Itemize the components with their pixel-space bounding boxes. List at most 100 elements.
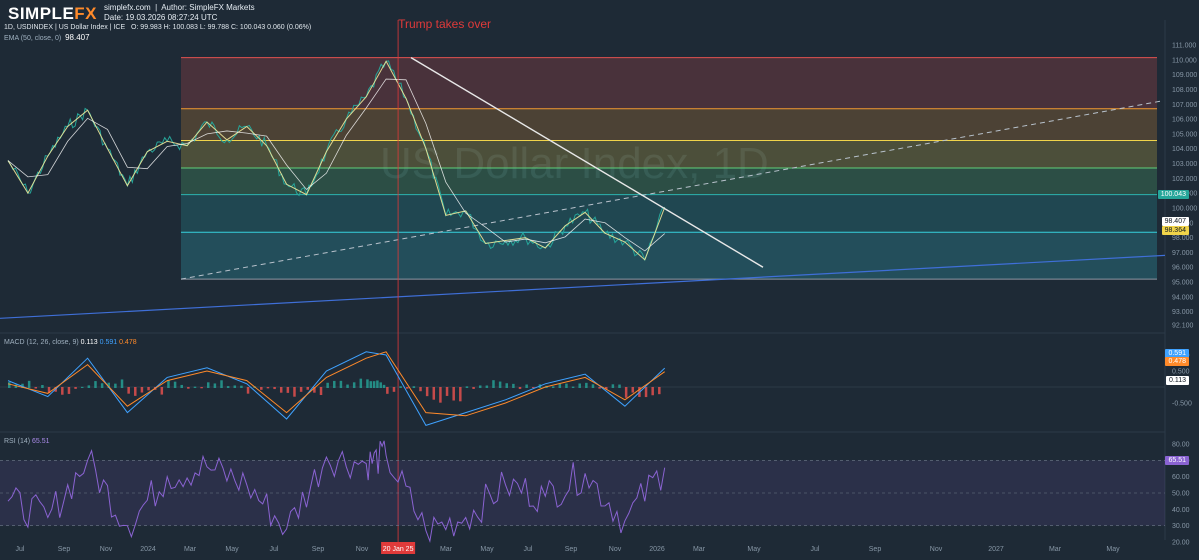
macd-histogram-bar [306, 387, 309, 390]
macd-histogram-bar [571, 386, 575, 388]
macd-histogram-bar [326, 382, 329, 388]
macd-histogram-bar [565, 383, 568, 388]
fib-band-0 [181, 57, 1157, 109]
macd-histogram-bar [498, 381, 502, 388]
macd-histogram-bar [359, 378, 363, 388]
macd-histogram-bar [366, 379, 369, 388]
macd-histogram-bar [21, 383, 24, 388]
price-axis-tick-19: 92.100 [1172, 323, 1194, 330]
ohlc-values: O: 99.983 H: 100.083 L: 99.788 C: 100.04… [130, 24, 312, 31]
rsi-axis-tick-6: 20.00 [1172, 540, 1190, 547]
time-axis-label-21: 2027 [988, 546, 1004, 553]
time-axis-label-20: Nov [930, 546, 943, 553]
header-site: simplefx.com | Author: SimpleFX Markets [104, 3, 255, 12]
macd-histogram-bar [346, 384, 349, 388]
time-axis-label-16: Mar [693, 546, 706, 553]
macd-histogram-bar [425, 387, 429, 397]
time-axis-label-19: Sep [869, 546, 882, 553]
time-axis-label-3: 2024 [140, 546, 156, 553]
macd-histogram-bar [213, 383, 217, 388]
price-series-line [7, 60, 665, 262]
macd-histogram-bar [94, 381, 97, 388]
site-name: simplefx.com [104, 3, 151, 12]
macd-line-value: 0.591 [99, 339, 118, 346]
symbol-name: 1D, USDINDEX | US Dollar Index | ICE [4, 24, 126, 31]
price-axis-tick-8: 103.000 [1172, 161, 1197, 168]
time-axis-label-10: Mar [440, 546, 453, 553]
macd-histogram-bar [379, 382, 382, 388]
macd-histogram-bar [100, 383, 104, 388]
macd-histogram-bar [439, 387, 442, 403]
time-axis-label-23: May [1106, 546, 1120, 553]
descending-trend-line [410, 56, 764, 268]
time-axis-label-4: Mar [184, 546, 197, 553]
brand-fx: FX [74, 4, 98, 23]
price-axis-tick-18: 93.000 [1172, 309, 1194, 316]
macd-axis-tick-1: 0.500 [1172, 369, 1190, 376]
macd-histogram-bar [419, 387, 422, 392]
macd-histogram-bar [180, 384, 183, 388]
macd-histogram-bar [333, 380, 336, 388]
time-axis-label-22: Mar [1049, 546, 1062, 553]
macd-histogram-bar [578, 383, 581, 388]
rsi-axis-tick-2: 60.00 [1172, 474, 1190, 481]
macd-histogram-bar [47, 387, 51, 394]
rsi-axis-tick-3: 50.00 [1172, 491, 1190, 498]
macd-histogram-bar [173, 381, 177, 388]
macd-histogram-bar [34, 387, 38, 389]
macd-histogram-bar [167, 380, 170, 388]
macd-histogram-bar [134, 387, 137, 396]
macd-histogram-bar [399, 386, 402, 388]
macd-histogram-bar [598, 387, 601, 389]
fib-band-4 [181, 194, 1157, 233]
time-axis-label-8: Nov [356, 546, 369, 553]
annotation-date-label: 20 Jan 25 [383, 546, 414, 553]
fib-band-2 [181, 140, 1157, 168]
macd-histogram-bar [279, 387, 283, 393]
ema-line [7, 60, 666, 261]
time-axis-label-17: May [747, 546, 761, 553]
time-axis-label-14: Nov [609, 546, 622, 553]
macd-histogram-bar [445, 387, 449, 396]
macd-histogram-bar [107, 382, 110, 388]
macd-histogram-bar [147, 387, 150, 391]
time-axis-label-0: Jul [16, 546, 25, 553]
macd-histogram-bar [369, 381, 373, 388]
price-axis-tick-2: 109.000 [1172, 72, 1197, 79]
macd-histogram-bar [644, 387, 648, 398]
price-axis-tick-17: 94.000 [1172, 294, 1194, 301]
macd-histogram-bar [372, 381, 376, 388]
macd-histogram-bar [313, 387, 316, 393]
macd-line [7, 351, 666, 427]
macd-histogram-bar [472, 387, 475, 389]
macd-histogram-bar [293, 387, 296, 397]
time-axis-label-13: Sep [565, 546, 578, 553]
level-price-tag: 98.364 [1161, 226, 1189, 235]
price-axis-tick-3: 108.000 [1172, 87, 1197, 94]
macd-histogram-bar [624, 387, 628, 398]
time-axis-label-6: Jul [270, 546, 279, 553]
macd-histogram-bar [193, 386, 197, 388]
macd-histogram-bar [80, 386, 84, 388]
macd-histogram-bar [618, 384, 621, 388]
macd-histogram-bar [611, 384, 615, 388]
macd-histogram-bar [339, 380, 343, 388]
rsi-axis-tick-0: 80.00 [1172, 442, 1190, 449]
rsi-tag: 65.51 [1165, 456, 1189, 465]
macd-histogram-bar [260, 387, 263, 390]
macd-histogram-bar [207, 382, 210, 388]
time-axis-label-15: 2026 [649, 546, 665, 553]
macd-histogram-bar [485, 385, 489, 388]
macd-histogram-bar [286, 387, 290, 393]
rsi-axis-tick-5: 30.00 [1172, 523, 1190, 530]
macd-hist-value: 0.113 [80, 339, 98, 346]
ema-legend: EMA (50, close, 0) 98.407 [4, 33, 90, 42]
macd-histogram-bar [591, 384, 595, 388]
macd-orange-tag: 0.478 [1165, 357, 1189, 366]
macd-histogram-bar [512, 383, 515, 388]
price-axis-tick-9: 102.000 [1172, 176, 1197, 183]
macd-histogram-bar [558, 384, 562, 388]
macd-histogram-bar [478, 385, 482, 388]
macd-histogram-bar [160, 387, 164, 395]
